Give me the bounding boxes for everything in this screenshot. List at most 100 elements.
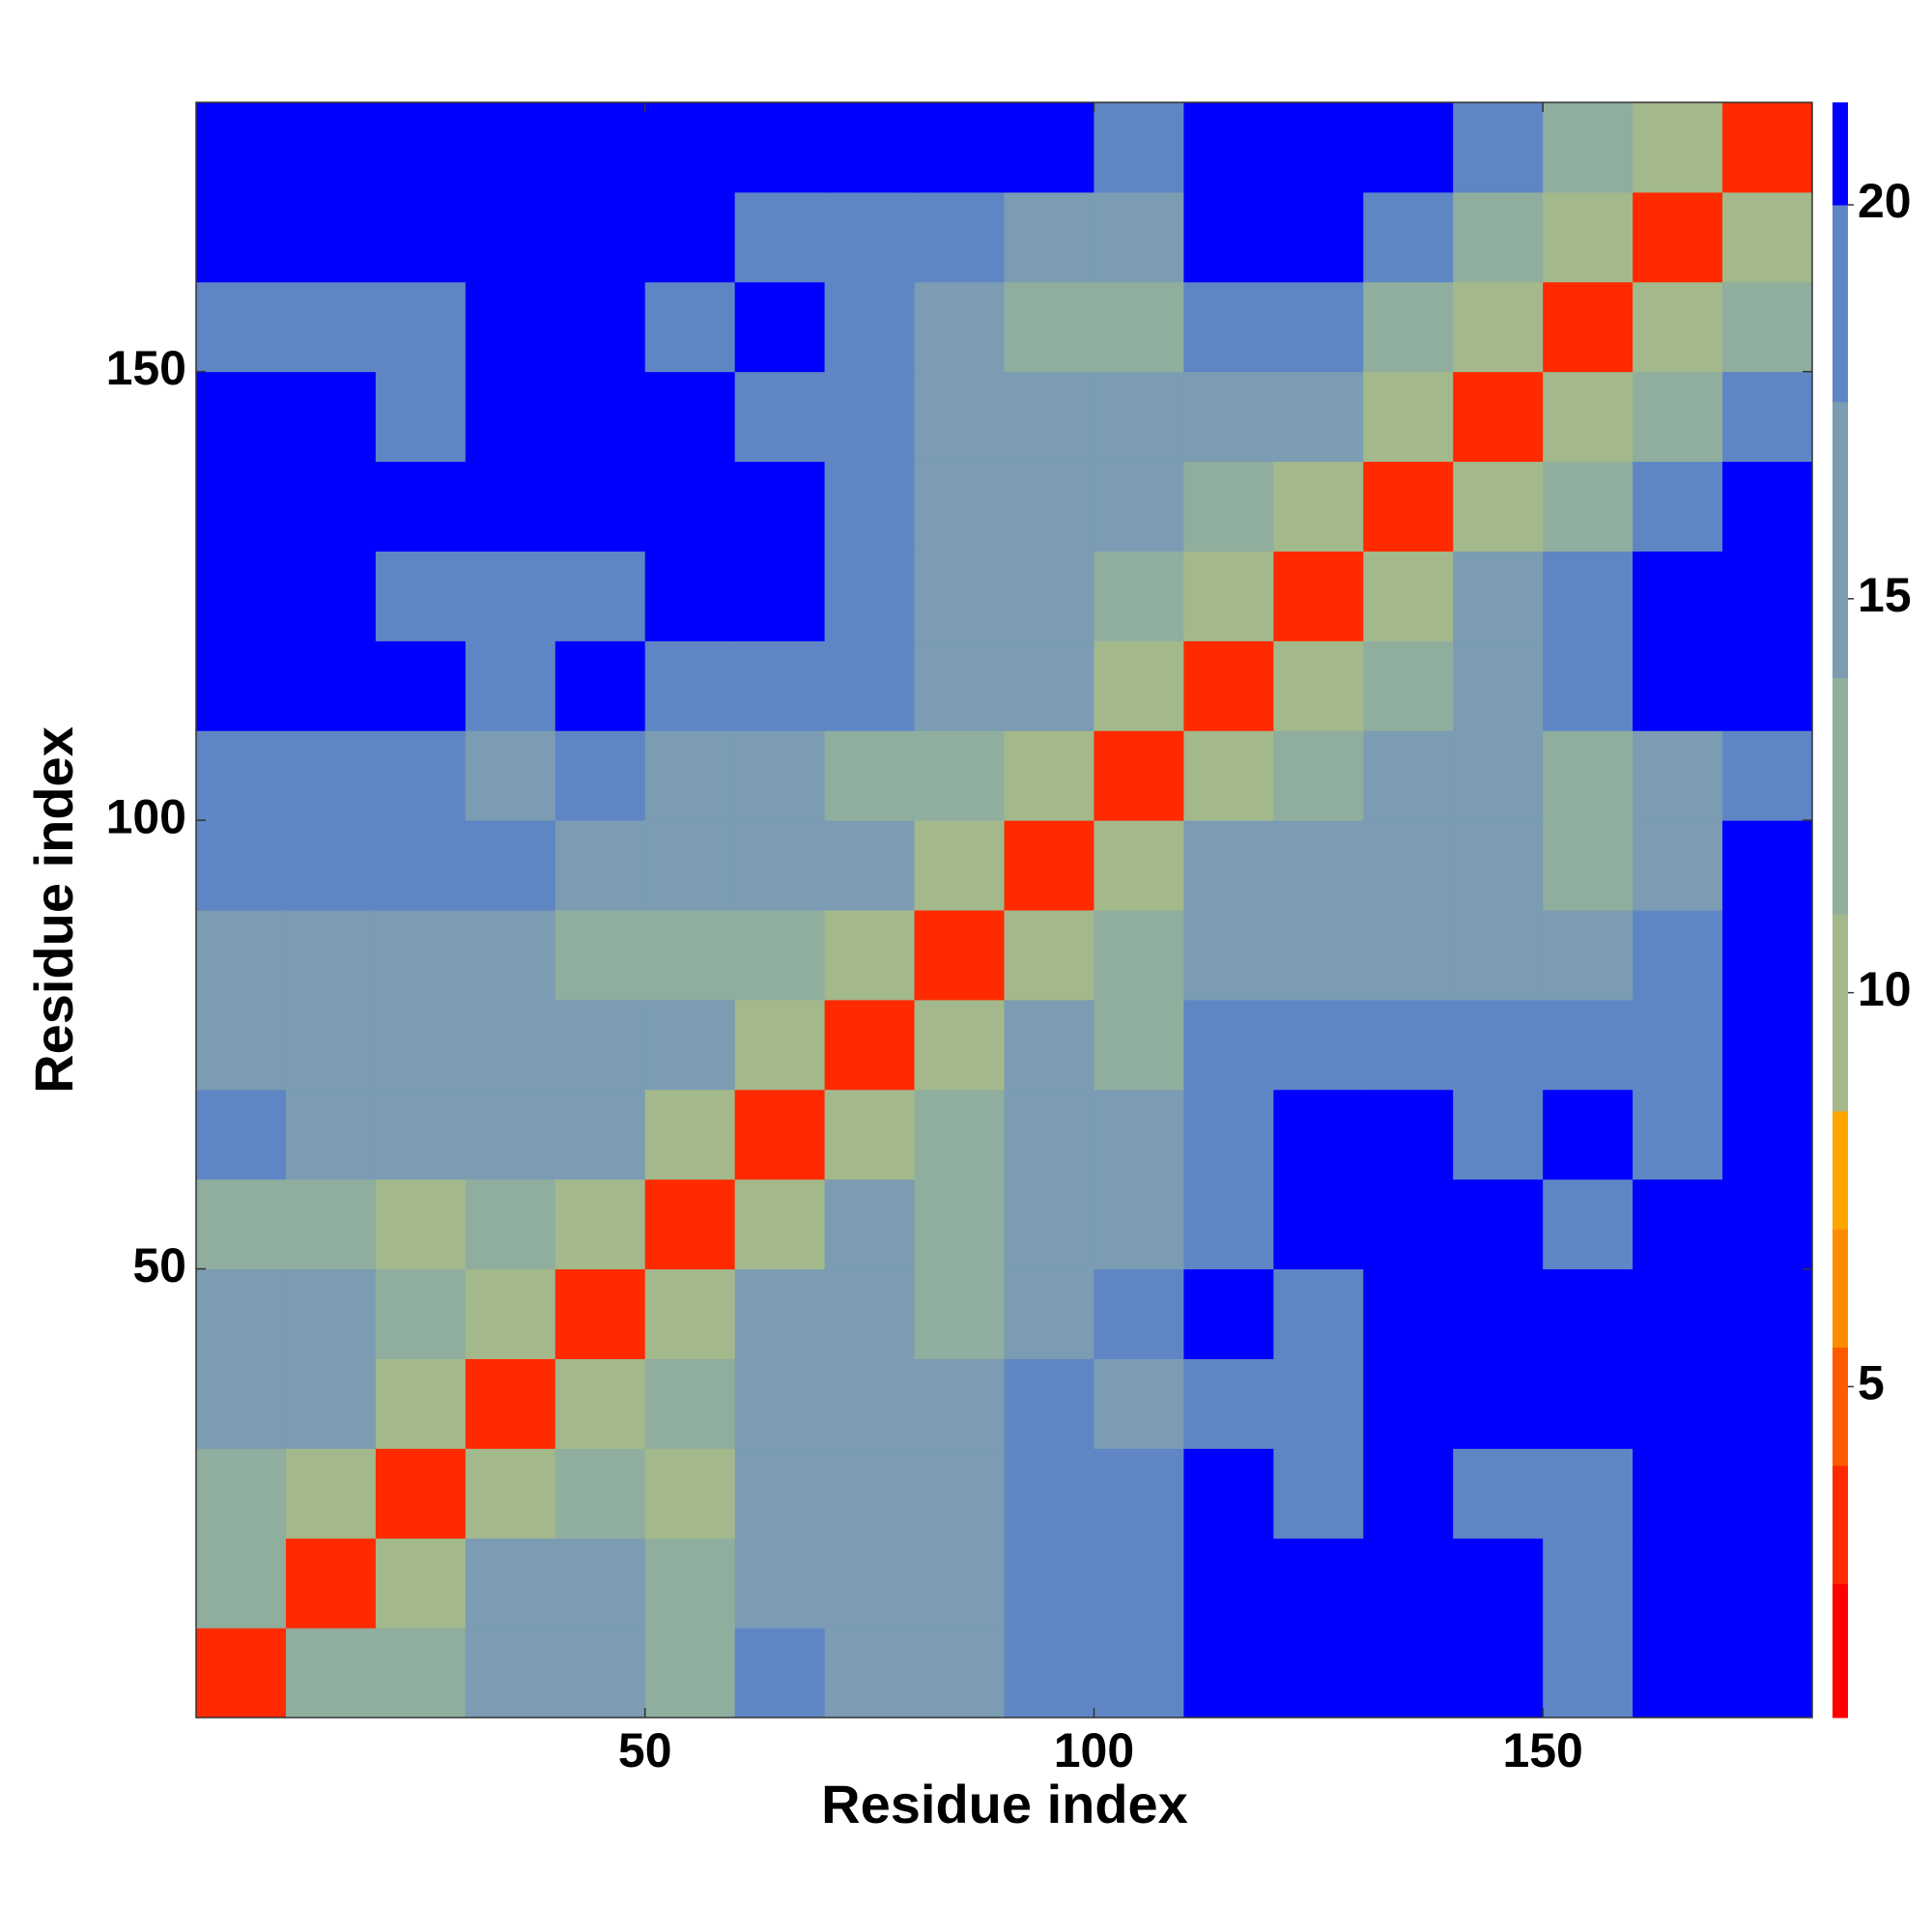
heat-cell (1004, 1179, 1094, 1270)
heat-cell (1543, 461, 1634, 552)
colorbar-band (1833, 401, 1848, 678)
heat-cell (824, 640, 916, 731)
heat-cell (644, 191, 736, 283)
heat-cell (554, 1628, 646, 1719)
heat-cell (824, 551, 916, 641)
heat-cell (1722, 551, 1813, 641)
heat-cell (1543, 730, 1634, 821)
heat-cell (465, 371, 556, 463)
heat-cell (1094, 910, 1184, 1001)
heat-cell (554, 461, 646, 552)
heat-cell (1273, 371, 1364, 463)
heat-cell (734, 102, 826, 193)
heat-cell (1633, 551, 1723, 641)
heat-cell (1183, 1089, 1274, 1180)
heat-cell (644, 461, 736, 552)
heat-cell (1004, 371, 1094, 463)
heat-cell (465, 191, 556, 283)
heat-cell (914, 191, 1005, 283)
heat-cell (554, 191, 646, 283)
heat-cell (824, 1538, 916, 1629)
heat-cell (1183, 910, 1274, 1001)
heat-cell (196, 999, 287, 1091)
heat-cell (1633, 1358, 1723, 1449)
colorbar-band (1833, 1347, 1848, 1466)
heat-cell (1273, 102, 1364, 193)
colorbar-band (1833, 1110, 1848, 1230)
heat-cell (196, 730, 287, 821)
heat-cell (644, 1358, 736, 1449)
heat-cell (554, 1538, 646, 1629)
heat-cell (1183, 461, 1274, 552)
heat-cell (285, 910, 377, 1001)
heat-cell (375, 1538, 467, 1629)
heat-cell (1453, 191, 1544, 283)
heat-cell (824, 910, 916, 1001)
heat-cell (1183, 1179, 1274, 1270)
heat-cell (554, 1179, 646, 1270)
heat-cell (734, 730, 826, 821)
heat-cell (285, 999, 377, 1091)
heat-cell (285, 1538, 377, 1629)
heat-cell (1183, 191, 1274, 283)
heat-cell (554, 999, 646, 1091)
heat-cell (1722, 191, 1813, 283)
heat-cell (824, 102, 916, 193)
heat-cell (1273, 281, 1364, 373)
heat-cell (465, 461, 556, 552)
heat-cell (1363, 461, 1454, 552)
heat-cell (1183, 551, 1274, 641)
heat-cell (824, 1358, 916, 1449)
heat-cell (914, 371, 1005, 463)
heat-cell (465, 1089, 556, 1180)
heat-cell (734, 910, 826, 1001)
heat-cell (1094, 1358, 1184, 1449)
heat-cell (644, 551, 736, 641)
y-tick-label: 50 (132, 1238, 186, 1293)
heat-cell (375, 1628, 467, 1719)
heat-cell (554, 551, 646, 641)
heat-cell (1453, 1089, 1544, 1180)
heat-cell (1004, 640, 1094, 731)
heat-cell (1722, 1538, 1813, 1629)
colorbar-band (1833, 914, 1848, 1112)
heat-cell (824, 371, 916, 463)
heat-cell (914, 820, 1005, 911)
heat-cell (1543, 910, 1634, 1001)
heat-cell (1004, 461, 1094, 552)
heat-cell (1633, 1268, 1723, 1359)
heat-cell (1183, 1628, 1274, 1719)
heat-cell (1363, 281, 1454, 373)
heat-cell (1363, 1628, 1454, 1719)
heat-cell (285, 1268, 377, 1359)
heat-cell (1273, 1628, 1364, 1719)
heat-cell (1363, 1179, 1454, 1270)
heat-cell (554, 1268, 646, 1359)
heat-cell (1453, 371, 1544, 463)
heat-cell (554, 281, 646, 373)
heat-cell (734, 1358, 826, 1449)
heat-cell (734, 191, 826, 283)
heat-cell (285, 1448, 377, 1539)
heat-cell (1183, 640, 1274, 731)
colorbar-tick-label: 5 (1858, 1356, 1885, 1410)
heat-cell (196, 1538, 287, 1629)
heat-cell (1543, 371, 1634, 463)
heat-cell (1453, 1628, 1544, 1719)
heat-cell (1094, 102, 1184, 193)
heat-cell (285, 1089, 377, 1180)
heat-cell (644, 1268, 736, 1359)
heat-cell (375, 191, 467, 283)
heat-cell (1273, 730, 1364, 821)
heat-cell (1094, 1448, 1184, 1539)
heat-cell (1004, 1089, 1094, 1180)
heat-cell (824, 461, 916, 552)
heat-cell (375, 999, 467, 1091)
heat-cell (1453, 820, 1544, 911)
heat-cell (1453, 281, 1544, 373)
heat-cell (824, 820, 916, 911)
heat-cell (1453, 1448, 1544, 1539)
heat-cell (196, 1268, 287, 1359)
heat-cell (1363, 191, 1454, 283)
